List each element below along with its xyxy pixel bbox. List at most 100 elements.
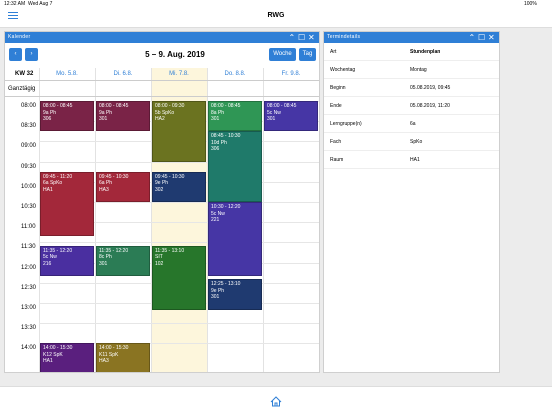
- event-text: 5b SpKo: [155, 109, 175, 116]
- event-text: 6a SpKo: [43, 180, 63, 187]
- detail-divider: [324, 60, 499, 61]
- event-text: 08:45 - 10:30: [211, 133, 241, 140]
- detail-value: 05.08.2019, 11:20: [410, 103, 450, 109]
- event-text: 5c Nw: [211, 210, 225, 217]
- time-line: [39, 343, 319, 345]
- event[interactable]: 08:00 - 09:30 5b SpKo HA2: [152, 101, 206, 162]
- time-label: 10:00: [21, 183, 37, 190]
- detail-divider: [324, 132, 499, 133]
- detail-value: 6a: [410, 121, 416, 127]
- detail-value: Stundenplan: [410, 49, 441, 55]
- time-line: [39, 161, 319, 163]
- all-day-label: Ganztägig: [8, 86, 36, 92]
- time-label: 13:00: [21, 305, 37, 311]
- view-button[interactable]: Tag: [299, 48, 316, 61]
- details-header: Termindetails ⌃ ☐ ✕: [324, 32, 499, 43]
- event[interactable]: 14:00 - 15:30 K12 SpK HA1: [40, 343, 94, 372]
- event-text: 08:00 - 08:45: [43, 103, 73, 109]
- calendar-title: Kalender: [8, 34, 31, 40]
- window-controls[interactable]: ⌃ ☐ ✕: [468, 33, 495, 42]
- event-text: 306: [43, 116, 52, 122]
- top-bar: 12:32 AM Wed Aug 7 100% RWG: [0, 0, 552, 28]
- event-text: 216: [43, 260, 52, 267]
- event-text: 14:00 - 15:30: [99, 345, 129, 352]
- day-label: Do. 8.8.: [224, 71, 246, 77]
- time-label: 13:30: [21, 325, 37, 332]
- menu-button[interactable]: [8, 12, 18, 19]
- event-text: 301: [267, 116, 276, 122]
- event[interactable]: 11:35 - 12:20 8c Ph 301: [96, 245, 150, 277]
- event-text: 301: [99, 116, 108, 122]
- event[interactable]: 11:35 - 13:10 SIT 102: [152, 245, 206, 310]
- event-text: HA3: [99, 358, 109, 365]
- event[interactable]: 08:00 - 08:45 9a Ph 301: [96, 101, 150, 132]
- time-label: 10:30: [21, 204, 37, 210]
- prev-button[interactable]: ‹: [9, 48, 22, 61]
- event-text: 09:45 - 11:20: [43, 173, 73, 180]
- column-divider: [263, 68, 264, 372]
- event-text: SIT: [155, 254, 163, 261]
- window-controls[interactable]: ⌃ ☐ ✕: [288, 33, 315, 42]
- bottom-bar: [0, 386, 552, 414]
- time-label: 11:00: [21, 224, 36, 231]
- event[interactable]: 09:45 - 11:20 6a SpKo HA1: [40, 171, 94, 236]
- event-text: 301: [99, 260, 108, 267]
- event-text: 11:35 - 12:20: [99, 247, 129, 254]
- event[interactable]: 08:00 - 08:45 9a Ph 306: [40, 101, 94, 132]
- event[interactable]: 08:45 - 10:30 10d Ph 306: [208, 131, 262, 202]
- range-title: 5 – 9. Aug. 2019: [145, 50, 205, 59]
- time-label: 12:30: [21, 284, 37, 291]
- time-label: 09:00: [21, 143, 37, 150]
- detail-label: Lerngruppe(n): [330, 121, 362, 127]
- event-text: 5c Nw: [43, 254, 57, 261]
- detail-divider: [324, 168, 499, 169]
- event-text: 10:30 - 12:20: [211, 204, 241, 210]
- week-label: KW 32: [15, 71, 34, 77]
- event[interactable]: 10:30 - 12:20 5c Nw 221: [208, 202, 262, 277]
- view-button[interactable]: Woche: [269, 48, 296, 61]
- event-text: 6a Ph: [99, 180, 113, 187]
- day-label: Fr. 9.8.: [281, 71, 301, 77]
- status-date: Wed Aug 7: [28, 1, 53, 7]
- next-button[interactable]: ›: [25, 48, 38, 61]
- header-line: [5, 80, 319, 81]
- event[interactable]: 12:25 - 13:10 9e Ph 301: [208, 279, 262, 310]
- event[interactable]: 09:45 - 10:30 9e Ph 302: [152, 171, 206, 202]
- event-text: 09:45 - 10:30: [99, 173, 129, 180]
- home-button[interactable]: [270, 396, 282, 407]
- event-text: 8a Ph: [211, 109, 225, 116]
- detail-label: Ende: [330, 103, 342, 109]
- column-divider: [151, 68, 152, 372]
- event-text: K12 SpK: [43, 351, 63, 358]
- time-line: [39, 323, 319, 325]
- event-text: K11 SpK: [99, 351, 119, 358]
- event-text: 221: [211, 217, 220, 223]
- event[interactable]: 11:35 - 12:20 5c Nw 216: [40, 245, 94, 277]
- day-label: Mo. 5.8.: [56, 71, 78, 77]
- calendar-header: Kalender ⌃ ☐ ✕: [5, 32, 319, 43]
- event[interactable]: 14:00 - 15:30 K11 SpK HA3: [96, 343, 150, 372]
- event-text: 8c Ph: [99, 254, 112, 261]
- day-label: Di. 6.8.: [113, 71, 133, 77]
- event-text: 9e Ph: [211, 287, 225, 294]
- time-label: 08:30: [21, 123, 37, 130]
- detail-divider: [324, 96, 499, 97]
- event-text: HA2: [155, 116, 165, 122]
- status-time: 12:32 AM: [4, 1, 26, 7]
- time-label: 09:30: [21, 163, 37, 170]
- detail-label: Fach: [330, 139, 342, 145]
- event-text: 301: [211, 294, 220, 301]
- event[interactable]: 08:00 - 08:45 8a Ph 301: [208, 101, 262, 132]
- details-panel: Termindetails ⌃ ☐ ✕ Art Stundenplan Wochen…: [323, 31, 500, 373]
- event[interactable]: 09:45 - 10:30 6a Ph HA3: [96, 171, 150, 202]
- event-text: 301: [211, 116, 220, 122]
- event-text: 09:45 - 10:30: [155, 173, 185, 180]
- event-text: 5c Nw: [267, 109, 281, 116]
- event[interactable]: 08:00 - 08:45 5c Nw 301: [264, 101, 318, 132]
- event-text: 08:00 - 08:45: [211, 103, 241, 109]
- event-text: HA1: [43, 186, 53, 193]
- time-label: 14:00: [21, 345, 37, 352]
- event-text: 10d Ph: [211, 139, 227, 146]
- time-label: 12:00: [21, 264, 37, 271]
